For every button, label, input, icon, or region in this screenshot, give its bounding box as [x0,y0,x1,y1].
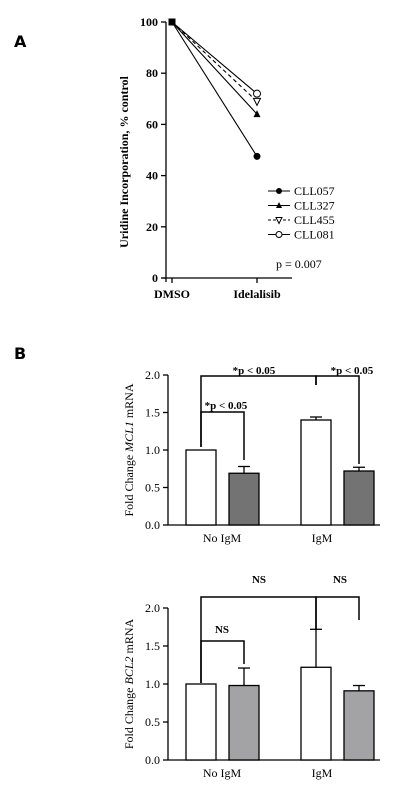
y-tick-label: 60 [146,117,158,131]
x-tick-label: IgM [312,531,333,545]
significance-label: NS [215,624,229,636]
series-line [171,21,258,157]
series-line [171,21,258,95]
y-tick-label: 80 [146,66,158,80]
y-tick-label: 0.0 [145,753,160,767]
x-tick-label: Idelalisib [233,287,281,301]
bar [343,690,375,761]
y-tick-label: 40 [146,169,158,183]
significance-label: *p < 0.05 [331,365,374,377]
y-tick-label: 2.0 [145,601,160,615]
y-axis-label-gene: MCL1 [122,421,136,453]
bar-chart-mcl1: 0.0 0.5 1.0 1.5 2.0 No IgM IgM *p < 0.05 *p < 0.… [122,365,380,545]
data-point [276,202,282,208]
data-point [276,188,282,194]
y-tick-label: 100 [140,15,158,29]
significance-label: NS [252,574,266,586]
bar [185,683,217,761]
y-axis-label-prefix: Fold Change [122,685,136,750]
y-tick-label: 1.0 [145,443,160,457]
significance-label: *p < 0.05 [205,400,248,412]
bar [300,419,332,526]
data-point [253,89,261,98]
x-tick-label: No IgM [203,766,242,780]
bar-chart-bcl2: 0.0 0.5 1.0 1.5 2.0 No IgM IgM NS NS NS Fold Chang… [122,574,380,780]
data-point [253,152,261,160]
significance-bracket [200,596,317,683]
legend-label: CLL081 [294,228,335,242]
data-point [252,97,262,107]
y-axis-label: Fold Change BCL2 mRNA [122,618,136,749]
bar [300,666,332,761]
y-tick-label: 2.0 [145,368,160,382]
y-axis-label: Uridine Incorporation, % control [117,75,131,247]
y-tick-label: 1.5 [145,406,160,420]
y-tick-label: 20 [146,220,158,234]
data-point [253,110,261,118]
y-axis-label: Fold Change MCL1 mRNA [122,383,136,516]
data-point-start [168,18,176,26]
y-tick-label: 1.5 [145,639,160,653]
series-line [171,21,258,115]
x-tick-label: IgM [312,766,333,780]
significance-label: NS [333,574,347,586]
data-point [275,217,283,225]
annotation-p-value: p = 0.007 [276,257,322,271]
y-axis-label-suffix: mRNA [122,618,136,656]
y-axis-label-gene: BCL2 [122,656,136,684]
significance-label: *p < 0.05 [233,365,276,377]
y-axis-label-suffix: mRNA [122,383,136,421]
panel-letter-a: A [14,32,27,51]
x-tick-label: No IgM [203,531,242,545]
significance-bracket [315,375,360,464]
legend-label: CLL057 [294,184,335,198]
bar [228,472,260,526]
bar [343,470,375,526]
y-tick-label: 1.0 [145,677,160,691]
bar [228,684,260,761]
x-tick-label: DMSO [154,287,190,301]
y-tick-label: 0.5 [145,715,160,729]
bar [185,449,217,526]
y-tick-label: 0 [152,271,158,285]
series-line [171,21,258,102]
legend-label: CLL327 [294,199,335,213]
data-point [275,231,283,238]
panel-letter-b: B [14,344,26,363]
significance-bracket [315,596,360,630]
y-axis-label-prefix: Fold Change [122,452,136,517]
significance-bracket [200,640,245,683]
line-chart-uridine: 0 20 40 60 80 100 DMSO Idelalisib Uridine Incorp… [117,15,335,301]
y-tick-label: 0.0 [145,518,160,532]
legend-label: CLL455 [294,213,335,227]
y-tick-label: 0.5 [145,481,160,495]
